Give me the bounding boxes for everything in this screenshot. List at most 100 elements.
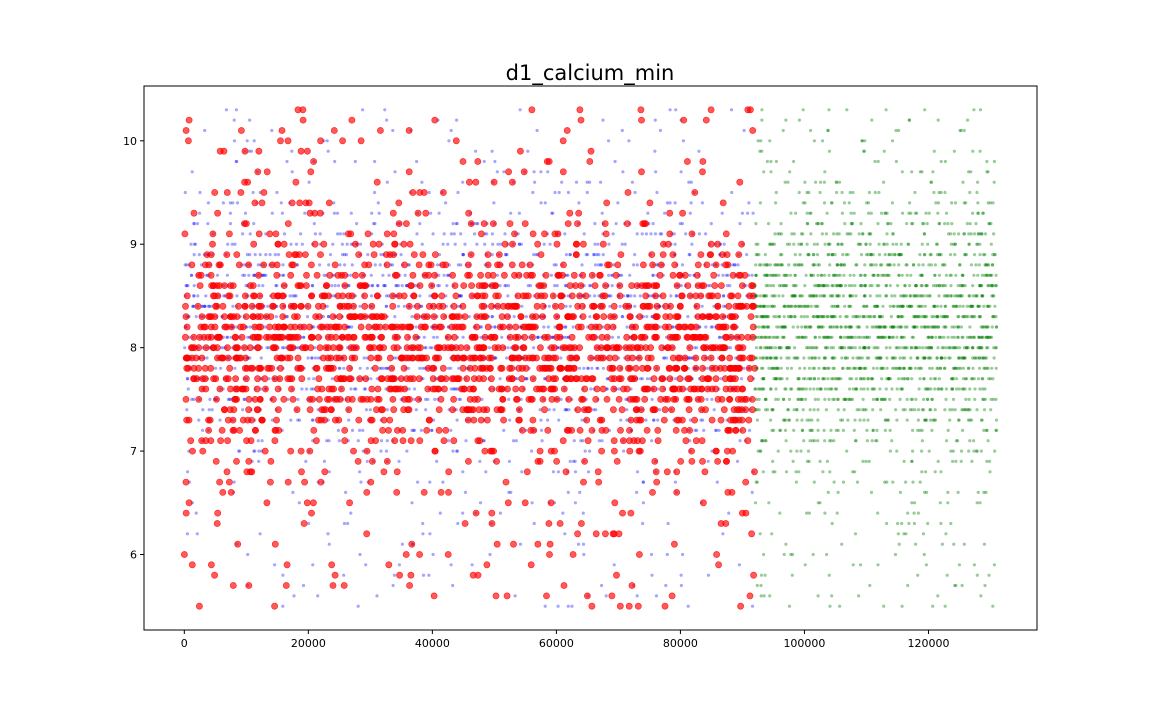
data-point: [916, 418, 921, 422]
data-point: [341, 426, 349, 434]
data-point: [879, 325, 883, 329]
data-point: [358, 304, 362, 308]
data-point: [862, 346, 866, 350]
data-point: [512, 323, 520, 331]
data-point: [288, 261, 296, 269]
data-point: [279, 323, 287, 331]
data-point: [812, 387, 816, 391]
data-point: [545, 354, 553, 362]
data-point: [990, 366, 994, 370]
data-point: [994, 397, 998, 401]
data-point: [687, 253, 691, 257]
data-point: [532, 521, 536, 526]
data-point: [440, 385, 448, 393]
data-point: [539, 201, 543, 205]
data-point: [336, 232, 340, 236]
data-point: [848, 325, 852, 329]
data-point: [738, 240, 745, 248]
data-point: [875, 397, 879, 401]
data-point: [209, 240, 216, 248]
data-point: [936, 346, 940, 350]
data-point: [883, 325, 887, 329]
data-point: [225, 335, 229, 339]
data-point: [336, 344, 344, 352]
data-point: [771, 408, 775, 412]
data-point: [919, 325, 924, 329]
data-point: [922, 356, 926, 360]
data-point: [350, 263, 354, 267]
data-point: [855, 325, 859, 329]
data-point: [525, 395, 533, 403]
data-point: [963, 387, 967, 391]
data-point: [736, 263, 740, 267]
data-point: [266, 323, 273, 331]
data-point: [414, 325, 418, 329]
data-point: [556, 323, 564, 331]
data-point: [866, 387, 870, 391]
data-point: [318, 232, 322, 236]
data-point: [622, 344, 630, 352]
data-point: [720, 211, 724, 215]
data-point: [683, 333, 691, 341]
data-point: [651, 273, 655, 277]
data-point: [749, 282, 757, 289]
data-point: [574, 406, 582, 414]
data-point: [556, 604, 560, 608]
data-point: [645, 315, 649, 319]
data-point: [867, 459, 871, 463]
data-point: [518, 364, 526, 372]
data-point: [293, 294, 297, 298]
data-point: [529, 230, 537, 238]
data-point: [704, 313, 712, 320]
data-point: [406, 582, 413, 589]
data-point: [542, 325, 546, 329]
data-point: [792, 428, 796, 432]
data-point: [280, 282, 288, 289]
data-point: [761, 377, 766, 381]
data-point: [241, 364, 249, 372]
data-point: [387, 273, 391, 277]
data-point: [467, 315, 471, 319]
data-point: [903, 408, 907, 412]
data-point: [595, 323, 603, 331]
data-point: [339, 292, 346, 300]
data-point: [496, 261, 504, 269]
data-point: [220, 346, 224, 350]
data-point: [478, 459, 482, 463]
data-point: [355, 416, 363, 424]
data-point: [661, 602, 669, 610]
data-point: [263, 499, 271, 507]
data-point: [954, 459, 958, 463]
data-point: [405, 127, 413, 134]
data-point: [659, 375, 667, 383]
data-point: [635, 490, 639, 494]
data-point: [244, 416, 252, 424]
data-point: [610, 284, 614, 288]
data-point: [195, 222, 200, 226]
data-point: [329, 313, 337, 320]
data-point: [959, 449, 964, 453]
data-point: [506, 294, 510, 298]
data-point: [263, 168, 271, 176]
data-point: [203, 304, 207, 308]
data-point: [532, 346, 536, 350]
data-point: [579, 271, 587, 279]
data-point: [221, 201, 225, 205]
data-point: [277, 364, 284, 372]
data-point: [813, 397, 817, 401]
data-point: [393, 333, 401, 341]
data-point: [808, 428, 812, 432]
data-point: [200, 333, 208, 341]
data-point: [564, 220, 572, 227]
data-point: [254, 168, 262, 176]
data-point: [866, 377, 870, 381]
data-point: [401, 385, 409, 393]
data-point: [301, 251, 309, 258]
data-point: [756, 449, 760, 453]
data-point: [577, 116, 585, 124]
data-point: [611, 447, 618, 455]
data-point: [728, 488, 736, 496]
data-point: [547, 304, 551, 308]
data-point: [735, 251, 743, 258]
data-point: [918, 480, 922, 484]
